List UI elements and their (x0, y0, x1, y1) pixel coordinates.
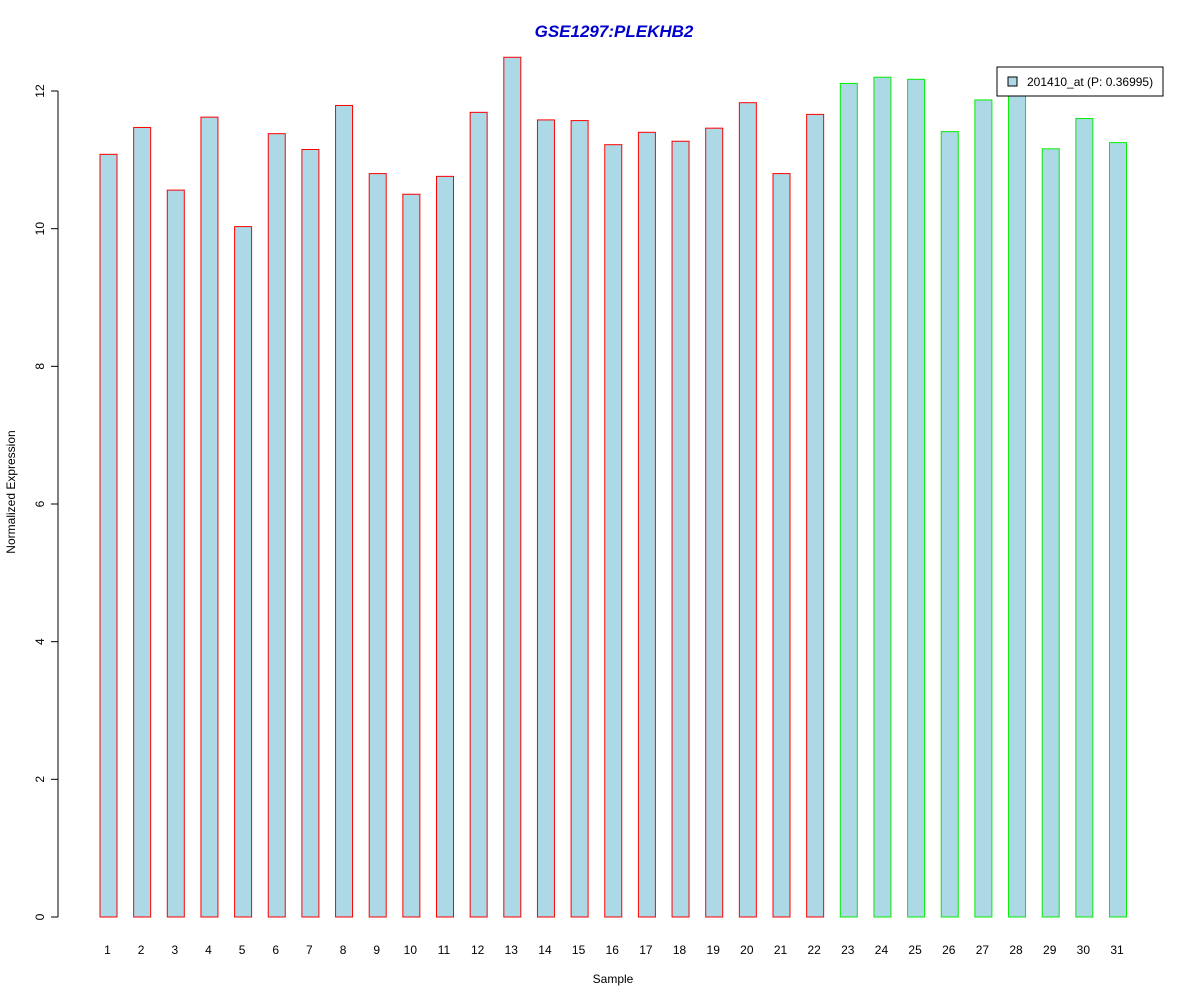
bar-sample-18 (671, 140, 690, 918)
bar-sample-23 (839, 82, 858, 918)
bar-sample-13 (503, 56, 522, 918)
x-tick-label: 12 (471, 943, 485, 957)
bar-sample-20 (738, 102, 757, 918)
x-tick-label: 26 (942, 943, 956, 957)
x-tick-label: 30 (1077, 943, 1091, 957)
bar-sample-12 (469, 111, 488, 918)
bars (99, 56, 1127, 918)
bar-sample-8 (335, 104, 354, 918)
x-tick-label: 18 (673, 943, 687, 957)
x-tick-label: 24 (875, 943, 889, 957)
bar-sample-22 (806, 113, 825, 918)
legend-label: 201410_at (P: 0.36995) (1027, 75, 1153, 89)
x-tick-label: 11 (438, 943, 451, 957)
y-axis-label: Normalized Expression (4, 430, 18, 553)
bar-sample-5 (234, 226, 253, 918)
x-tick-label: 21 (774, 943, 788, 957)
bar-sample-27 (974, 99, 993, 918)
x-tick-label: 23 (841, 943, 855, 957)
x-tick-label: 7 (306, 943, 313, 957)
bar-sample-21 (772, 173, 791, 918)
legend-swatch (1007, 76, 1018, 87)
bar-sample-15 (570, 120, 589, 918)
x-axis-tick-labels: 1 2 3 4 5 6 7 8 9 10 11 12 13 14 15 16 17 18 19 20 21 22 23 24 2… (104, 943, 1124, 957)
bar-sample-1 (99, 153, 118, 918)
y-tick-label: 8 (33, 363, 47, 370)
x-axis-label: Sample (593, 972, 634, 986)
x-tick-label: 20 (740, 943, 754, 957)
x-tick-label: 19 (707, 943, 721, 957)
x-tick-label: 29 (1043, 943, 1057, 957)
y-tick-label: 4 (33, 638, 47, 645)
y-tick-label: 10 (33, 222, 47, 236)
bar-sample-14 (536, 119, 555, 918)
bar-sample-24 (873, 76, 892, 918)
x-tick-label: 22 (807, 943, 821, 957)
y-tick-label: 12 (33, 84, 47, 98)
x-tick-label: 6 (272, 943, 279, 957)
bar-sample-25 (907, 78, 926, 918)
y-tick-label: 2 (33, 776, 47, 783)
x-tick-label: 9 (373, 943, 380, 957)
bar-sample-6 (267, 133, 286, 918)
x-tick-label: 3 (171, 943, 178, 957)
chart-title: GSE1297:PLEKHB2 (535, 22, 694, 41)
y-tick-label: 6 (33, 500, 47, 507)
bar-sample-10 (402, 193, 421, 918)
x-tick-label: 8 (340, 943, 347, 957)
x-tick-label: 31 (1110, 943, 1124, 957)
x-tick-label: 16 (606, 943, 620, 957)
x-tick-label: 1 (104, 943, 111, 957)
legend-box (996, 66, 1164, 97)
bar-sample-17 (637, 131, 656, 918)
bar-sample-30 (1075, 118, 1094, 918)
bar-sample-9 (368, 173, 387, 918)
legend: 201410_at (P: 0.36995) (996, 66, 1164, 97)
x-tick-label: 4 (205, 943, 212, 957)
y-axis: 0 2 4 6 8 10 12 (33, 84, 59, 920)
bar-sample-7 (301, 149, 320, 918)
bar-sample-31 (1109, 142, 1127, 918)
x-tick-label: 5 (239, 943, 246, 957)
x-tick-label: 2 (138, 943, 145, 957)
x-tick-label: 15 (572, 943, 586, 957)
bar-sample-3 (166, 189, 185, 918)
bar-sample-29 (1041, 148, 1060, 918)
bar-sample-11 (436, 175, 454, 918)
y-tick-label: 0 (33, 913, 47, 920)
x-tick-label: 27 (976, 943, 990, 957)
x-tick-label: 28 (1009, 943, 1023, 957)
bar-sample-4 (200, 116, 219, 918)
bar-sample-28 (1008, 93, 1027, 918)
x-tick-label: 10 (404, 943, 418, 957)
x-tick-label: 17 (639, 943, 653, 957)
bar-sample-16 (604, 144, 623, 918)
bar-sample-19 (705, 127, 724, 918)
bar-sample-2 (133, 126, 152, 918)
bar-sample-26 (940, 131, 959, 918)
x-tick-label: 14 (538, 943, 552, 957)
x-tick-label: 13 (505, 943, 519, 957)
x-tick-label: 25 (908, 943, 922, 957)
